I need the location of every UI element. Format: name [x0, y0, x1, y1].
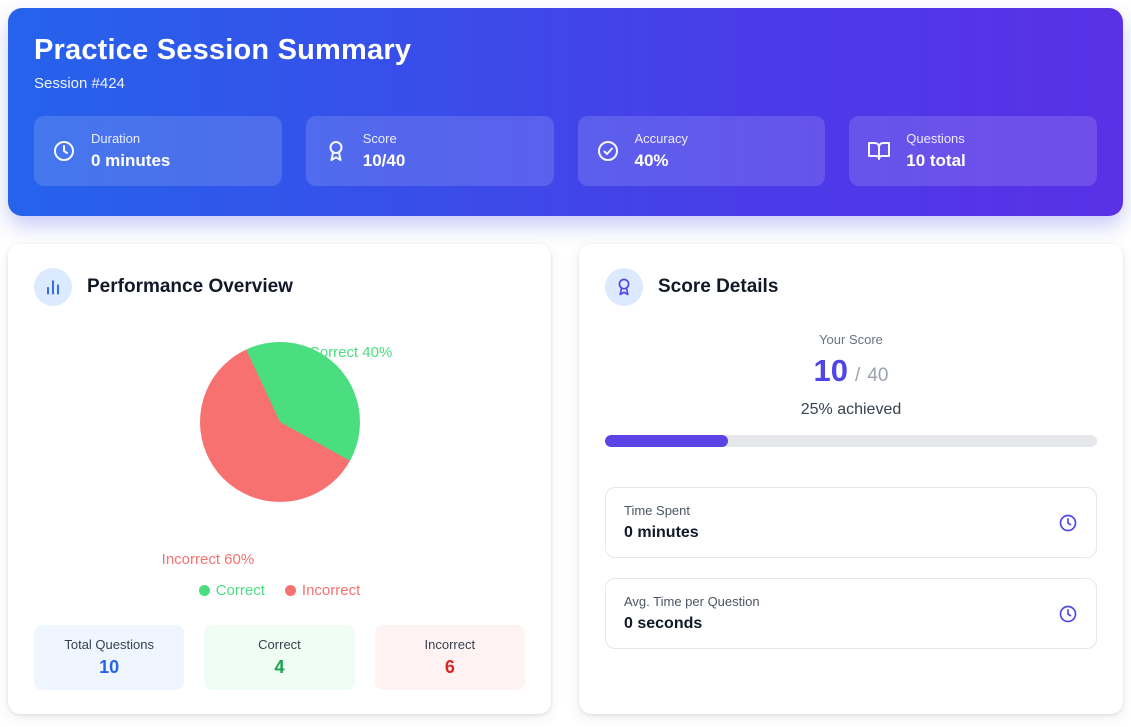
- info-row-value: 0 seconds: [624, 615, 703, 632]
- bar-chart-icon: [34, 268, 72, 306]
- stat-card-duration: Duration 0 minutes: [34, 116, 282, 186]
- your-score-label: Your Score: [819, 332, 883, 347]
- score-details-card: Score Details Your Score 10 / 40 25% ach…: [579, 244, 1123, 714]
- score-card-header: Score Details: [605, 268, 1097, 306]
- time-info-rows: Time Spent 0 minutes Avg. Time per Quest…: [605, 487, 1097, 649]
- stat-box-label: Correct: [258, 637, 301, 652]
- score-separator: /: [855, 365, 861, 386]
- stat-box-correct: Correct 4: [204, 625, 355, 690]
- stat-box-total-questions: Total Questions 10: [34, 625, 185, 690]
- info-row-value: 0 minutes: [624, 524, 699, 541]
- achieved-text: 25% achieved: [800, 401, 902, 418]
- pie-slice-label-correct: Correct 40%: [308, 344, 393, 361]
- stat-label: Accuracy: [634, 131, 688, 146]
- pie-chart: [199, 342, 360, 502]
- performance-overview-card: Performance Overview Correct 40% Incorre…: [8, 244, 551, 714]
- summary-stats: Duration 0 minutes Score 10/40 Accur: [34, 116, 1097, 186]
- summary-banner: Practice Session Summary Session #424 Du…: [8, 8, 1123, 216]
- pie-legend: Correct Incorrect: [34, 582, 525, 599]
- stat-card-score: Score 10/40: [305, 116, 554, 186]
- score-max: 40: [867, 365, 889, 386]
- clock-icon: [52, 139, 76, 163]
- progress-fill: [605, 435, 728, 447]
- score-progress-bar: [605, 435, 1097, 447]
- check-circle-icon: [596, 139, 620, 163]
- legend-label: Incorrect: [301, 582, 361, 599]
- stat-card-questions: Questions 10 total: [849, 116, 1097, 186]
- score-value: 10: [813, 353, 849, 388]
- clock-icon: [1058, 604, 1078, 624]
- legend-item-correct: Correct: [198, 582, 265, 599]
- pie-slice-label-incorrect: Incorrect 60%: [161, 551, 255, 568]
- stat-box-label: Incorrect: [424, 637, 476, 652]
- award-icon: [605, 268, 643, 306]
- score-body: Your Score 10 / 40 25% achieved Time Spe…: [605, 332, 1097, 649]
- info-row-label: Time Spent: [624, 503, 690, 518]
- stat-box-value: 6: [444, 657, 455, 677]
- score-line: 10 / 40: [605, 353, 1097, 389]
- stat-label: Questions: [906, 131, 965, 146]
- legend-dot-incorrect: [284, 585, 296, 596]
- legend-item-incorrect: Incorrect: [284, 582, 361, 599]
- main-content: Performance Overview Correct 40% Incorre…: [8, 244, 1123, 714]
- stat-box-label: Total Questions: [64, 637, 154, 652]
- performance-stats: Total Questions 10 Correct 4 Incorrect 6: [34, 625, 525, 690]
- book-open-icon: [867, 139, 891, 163]
- score-card-title: Score Details: [658, 276, 779, 297]
- stat-label: Duration: [91, 131, 141, 146]
- legend-dot-correct: [198, 585, 210, 596]
- time-spent-row: Time Spent 0 minutes: [605, 487, 1097, 558]
- pie-chart-area: Correct 40% Incorrect 60%: [34, 342, 525, 568]
- stat-box-value: 4: [274, 657, 285, 677]
- performance-card-title: Performance Overview: [87, 276, 293, 297]
- award-icon: [324, 139, 348, 163]
- stat-value: 10 total: [906, 151, 966, 170]
- avg-time-row: Avg. Time per Question 0 seconds: [605, 578, 1097, 649]
- stat-value: 0 minutes: [91, 151, 171, 170]
- session-id: Session #424: [34, 75, 125, 92]
- performance-card-header: Performance Overview: [34, 268, 525, 306]
- clock-icon: [1058, 513, 1078, 533]
- info-row-label: Avg. Time per Question: [624, 594, 760, 609]
- stat-card-accuracy: Accuracy 40%: [577, 116, 826, 186]
- stat-box-value: 10: [99, 657, 120, 677]
- stat-label: Score: [362, 131, 397, 146]
- stat-value: 40%: [634, 151, 669, 170]
- legend-label: Correct: [215, 582, 265, 599]
- page-title: Practice Session Summary: [34, 34, 412, 66]
- stat-value: 10/40: [362, 151, 406, 170]
- stat-box-incorrect: Incorrect 6: [374, 625, 525, 690]
